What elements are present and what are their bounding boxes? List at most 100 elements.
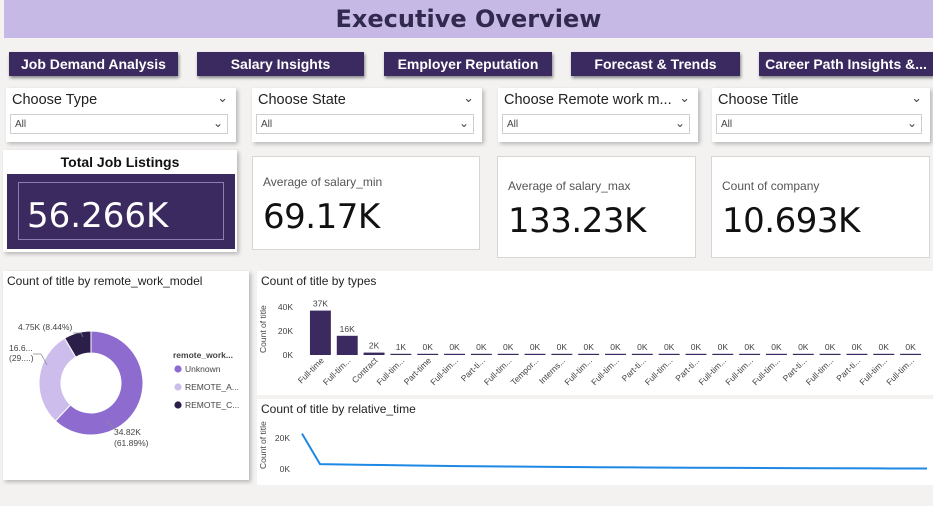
bar-12: [631, 353, 653, 355]
title-dropdown[interactable]: All ⌄: [716, 114, 922, 134]
bar-data-label: 0K: [557, 342, 568, 352]
chevron-down-icon: ⌄: [212, 116, 223, 130]
x-tick-label: Full-tim...: [643, 355, 675, 387]
donut-slice-2: [63, 330, 92, 358]
slicer-title: Choose Remote work m...: [504, 92, 672, 108]
kpi-total-job-listings: Total Job Listings 56.266K: [3, 150, 237, 252]
chevron-down-icon[interactable]: ⌄: [217, 90, 228, 105]
legend-marker-1: [174, 383, 182, 391]
donut-slice-0: [54, 330, 144, 436]
chevron-down-icon[interactable]: ⌄: [679, 90, 690, 105]
x-tick-label: Full-tim...: [562, 355, 594, 387]
y-tick-label: 0K: [283, 350, 294, 360]
x-tick-label: Full-tim...: [804, 355, 836, 387]
slicer-state: Choose State ⌄ All ⌄: [252, 88, 482, 142]
slicer-title: Choose State: [258, 92, 346, 108]
slicer-type: Choose Type ⌄ All ⌄: [6, 88, 236, 142]
bar-7: [497, 353, 519, 355]
header-banner: Executive Overview: [4, 0, 933, 38]
donut-chart-visual[interactable]: Count of title by remote_work_model 34.8…: [3, 271, 249, 480]
slicer-title: Choose Type: [12, 92, 98, 108]
legend-marker-0: [174, 365, 182, 373]
bar-18: [792, 353, 814, 355]
type-dropdown[interactable]: All ⌄: [10, 114, 228, 134]
x-tick-label: Full-tim...: [884, 355, 916, 387]
donut-data-label: (29....): [9, 353, 34, 363]
bar-22: [900, 353, 922, 355]
bar-data-label: 37K: [313, 299, 328, 309]
kpi-label: Average of salary_max: [508, 179, 631, 193]
state-dropdown[interactable]: All ⌄: [256, 114, 474, 134]
bar-data-label: 16K: [340, 324, 355, 334]
bar-1: [336, 335, 358, 355]
legend-entry-0: Unknown: [185, 364, 221, 374]
chevron-down-icon[interactable]: ⌄: [463, 90, 474, 105]
y-tick-label: 0K: [280, 464, 291, 474]
legend-entry-1: REMOTE_A...: [185, 382, 239, 392]
slicer-title: Choose Title ⌄ All ⌄: [712, 88, 930, 142]
bar-3: [390, 353, 412, 355]
slicer-title: Choose Title: [718, 92, 799, 108]
bar-5: [444, 353, 466, 355]
bar-13: [658, 353, 680, 355]
bar-0: [309, 310, 331, 355]
nav-salary-insights-button[interactable]: Salary Insights: [197, 52, 364, 76]
y-tick-label: 40K: [278, 302, 293, 312]
donut-leader-line: [73, 332, 84, 338]
dropdown-value: All: [507, 119, 519, 130]
bar-2: [363, 352, 385, 355]
bar-data-label: 0K: [503, 342, 514, 352]
bar-data-label: 0K: [637, 342, 648, 352]
page-title: Executive Overview: [335, 5, 602, 33]
legend-marker-2: [174, 401, 182, 409]
bar-data-label: 0K: [905, 342, 916, 352]
remote-work-dropdown[interactable]: All ⌄: [502, 114, 690, 134]
bar-data-label: 0K: [583, 342, 594, 352]
bar-8: [524, 353, 546, 355]
dropdown-value: All: [721, 119, 733, 130]
bar-data-label: 0K: [744, 342, 755, 352]
bar-20: [846, 353, 868, 355]
legend-title: remote_work...: [173, 350, 233, 360]
nav-job-demand-analysis-button[interactable]: Job Demand Analysis: [9, 52, 178, 76]
bar-data-label: 0K: [852, 342, 863, 352]
chevron-down-icon: ⌄: [906, 116, 917, 130]
x-tick-label: Part-time: [402, 355, 434, 387]
bar-14: [685, 353, 707, 355]
bar-chart-visual[interactable]: Count of title by types Count of title 40…: [257, 271, 933, 395]
kpi-salary-min: Average of salary_min 69.17K: [252, 156, 480, 250]
bar-chart: Count of title 40K20K0K37KFull-time16KFul…: [258, 299, 922, 387]
kpi-value: 10.693K: [722, 201, 860, 241]
chevron-down-icon: ⌄: [674, 116, 685, 130]
x-tick-label: Full-tim...: [857, 355, 889, 387]
kpi-value: 69.17K: [263, 197, 380, 237]
bar-data-label: 1K: [396, 342, 407, 352]
bar-17: [765, 353, 787, 355]
nav-employer-reputation-button[interactable]: Employer Reputation: [384, 52, 552, 76]
donut-data-label: (61.89%): [114, 438, 149, 448]
dropdown-value: All: [15, 119, 27, 130]
bar-data-label: 0K: [530, 342, 541, 352]
chart-title: Count of title by remote_work_model: [7, 274, 203, 288]
line-series: [301, 433, 928, 470]
nav-forecast-trends-button[interactable]: Forecast & Trends: [571, 52, 740, 76]
slicer-remote-work-model: Choose Remote work m... ⌄ All ⌄: [498, 88, 698, 142]
bar-4: [417, 353, 439, 355]
line-chart: Count of title 20K 0K: [258, 421, 928, 474]
x-tick-label: Full-tim...: [723, 355, 755, 387]
bar-data-label: 0K: [610, 342, 621, 352]
donut-leader-line: [106, 420, 116, 430]
donut-data-label: 16.6...: [9, 343, 33, 353]
bar-data-label: 0K: [664, 342, 675, 352]
x-tick-label: Full-tim...: [696, 355, 728, 387]
y-tick-label: 20K: [278, 326, 293, 336]
x-tick-label: Tempor...: [509, 355, 541, 387]
bar-data-label: 2K: [369, 341, 380, 351]
nav-career-path-insights-button[interactable]: Career Path Insights &...: [759, 52, 933, 76]
chevron-down-icon: ⌄: [458, 116, 469, 130]
y-tick-label: 20K: [275, 433, 290, 443]
y-axis-label: Count of title: [258, 305, 268, 353]
line-chart-visual[interactable]: Count of title by relative_time Count of…: [257, 399, 933, 485]
chevron-down-icon[interactable]: ⌄: [911, 90, 922, 105]
x-tick-label: Full-tim...: [375, 355, 407, 387]
